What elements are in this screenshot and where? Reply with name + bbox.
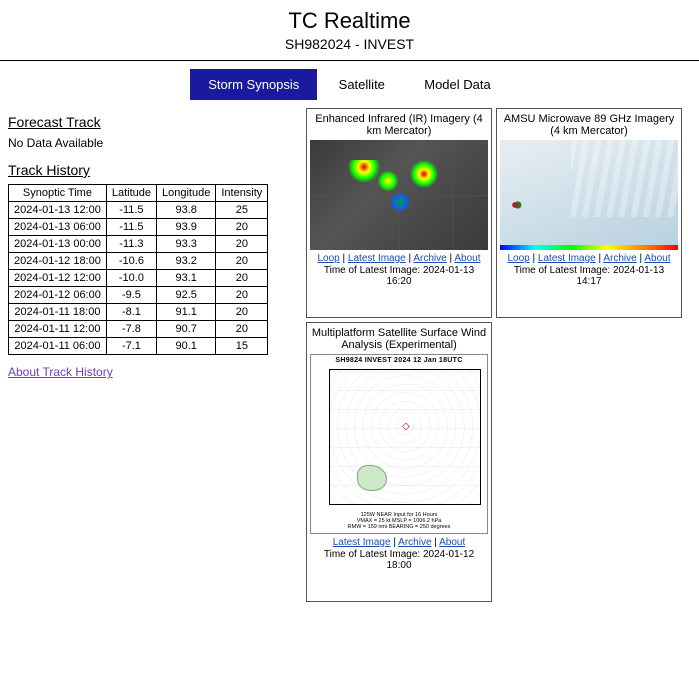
- ir-thumbnail[interactable]: [310, 140, 488, 250]
- table-header-row: Synoptic Time Latitude Longitude Intensi…: [9, 185, 268, 202]
- table-cell: -8.1: [106, 304, 156, 321]
- table-row: 2024-01-12 06:00-9.592.520: [9, 287, 268, 304]
- table-cell: 93.8: [157, 202, 216, 219]
- table-cell: 15: [216, 338, 268, 355]
- wind-thumbnail[interactable]: SH9824 INVEST 2024 12 Jan 18UTC 125W NEA…: [310, 354, 488, 534]
- ir-timestamp: Time of Latest Image: 2024-01-13 16:20: [310, 265, 488, 287]
- table-cell: -11.5: [106, 202, 156, 219]
- header-divider: [0, 60, 699, 61]
- wind-links: Latest Image | Archive | About: [310, 537, 488, 548]
- wind-footer-line3: RMW = 159 nmi BEARING = 250 degrees: [311, 524, 487, 530]
- track-history-table: Synoptic Time Latitude Longitude Intensi…: [8, 184, 268, 355]
- table-cell: 92.5: [157, 287, 216, 304]
- forecast-track-heading: Forecast Track: [8, 114, 298, 130]
- tab-bar: Storm Synopsis Satellite Model Data: [0, 69, 699, 100]
- table-row: 2024-01-12 12:00-10.093.120: [9, 270, 268, 287]
- wind-timestamp: Time of Latest Image: 2024-01-12 18:00: [310, 549, 488, 571]
- col-intensity: Intensity: [216, 185, 268, 202]
- table-cell: -11.3: [106, 236, 156, 253]
- page-title: TC Realtime: [8, 8, 691, 34]
- track-history-heading: Track History: [8, 162, 298, 178]
- table-cell: 2024-01-11 18:00: [9, 304, 107, 321]
- table-cell: -7.1: [106, 338, 156, 355]
- table-cell: 20: [216, 304, 268, 321]
- table-row: 2024-01-12 18:00-10.693.220: [9, 253, 268, 270]
- table-cell: 93.1: [157, 270, 216, 287]
- table-cell: 2024-01-12 06:00: [9, 287, 107, 304]
- table-cell: 2024-01-11 12:00: [9, 321, 107, 338]
- wind-plot-footer: 125W NEAR Input for 16 Hours VMAX = 25 k…: [311, 512, 487, 530]
- wind-landmass: [357, 465, 387, 491]
- panel-ir: Enhanced Infrared (IR) Imagery (4 km Mer…: [306, 108, 492, 318]
- table-cell: 90.7: [157, 321, 216, 338]
- tab-satellite[interactable]: Satellite: [321, 69, 403, 100]
- table-cell: 2024-01-12 18:00: [9, 253, 107, 270]
- wind-about-link[interactable]: About: [439, 537, 465, 548]
- table-cell: 2024-01-12 12:00: [9, 270, 107, 287]
- table-cell: 25: [216, 202, 268, 219]
- amsu-thumbnail[interactable]: [500, 140, 678, 250]
- amsu-timestamp: Time of Latest Image: 2024-01-13 14:17: [500, 265, 678, 287]
- table-cell: 93.2: [157, 253, 216, 270]
- table-row: 2024-01-11 12:00-7.890.720: [9, 321, 268, 338]
- table-cell: 90.1: [157, 338, 216, 355]
- ir-latest-link[interactable]: Latest Image: [348, 253, 406, 264]
- forecast-nodata: No Data Available: [8, 136, 298, 150]
- table-cell: 20: [216, 270, 268, 287]
- ir-loop-link[interactable]: Loop: [318, 253, 340, 264]
- table-cell: 91.1: [157, 304, 216, 321]
- table-cell: 20: [216, 219, 268, 236]
- wind-plot-header: SH9824 INVEST 2024 12 Jan 18UTC: [311, 357, 487, 364]
- table-cell: -9.5: [106, 287, 156, 304]
- wind-archive-link[interactable]: Archive: [398, 537, 431, 548]
- panel-ir-title: Enhanced Infrared (IR) Imagery (4 km Mer…: [310, 112, 488, 138]
- panel-wind-title: Multiplatform Satellite Surface Wind Ana…: [310, 326, 488, 352]
- wind-latest-link[interactable]: Latest Image: [333, 537, 391, 548]
- panel-amsu: AMSU Microwave 89 GHz Imagery (4 km Merc…: [496, 108, 682, 318]
- table-row: 2024-01-11 06:00-7.190.115: [9, 338, 268, 355]
- ir-about-link[interactable]: About: [454, 253, 480, 264]
- table-cell: 20: [216, 287, 268, 304]
- tab-model-data[interactable]: Model Data: [406, 69, 508, 100]
- table-row: 2024-01-13 00:00-11.393.320: [9, 236, 268, 253]
- table-cell: 93.3: [157, 236, 216, 253]
- right-column: Enhanced Infrared (IR) Imagery (4 km Mer…: [306, 108, 686, 602]
- table-cell: -11.5: [106, 219, 156, 236]
- ir-links: Loop | Latest Image | Archive | About: [310, 253, 488, 264]
- table-row: 2024-01-13 06:00-11.593.920: [9, 219, 268, 236]
- amsu-archive-link[interactable]: Archive: [603, 253, 636, 264]
- panel-wind: Multiplatform Satellite Surface Wind Ana…: [306, 322, 492, 602]
- amsu-about-link[interactable]: About: [644, 253, 670, 264]
- table-cell: 20: [216, 236, 268, 253]
- table-cell: -10.0: [106, 270, 156, 287]
- table-row: 2024-01-13 12:00-11.593.825: [9, 202, 268, 219]
- page-subtitle: SH982024 - INVEST: [8, 36, 691, 52]
- table-cell: 93.9: [157, 219, 216, 236]
- table-cell: -7.8: [106, 321, 156, 338]
- amsu-loop-link[interactable]: Loop: [508, 253, 530, 264]
- left-column: Forecast Track No Data Available Track H…: [8, 108, 298, 379]
- table-cell: 2024-01-13 12:00: [9, 202, 107, 219]
- tab-storm-synopsis[interactable]: Storm Synopsis: [190, 69, 317, 100]
- col-longitude: Longitude: [157, 185, 216, 202]
- col-latitude: Latitude: [106, 185, 156, 202]
- table-cell: 20: [216, 321, 268, 338]
- table-cell: -10.6: [106, 253, 156, 270]
- panel-amsu-title: AMSU Microwave 89 GHz Imagery (4 km Merc…: [500, 112, 678, 138]
- table-cell: 2024-01-13 06:00: [9, 219, 107, 236]
- table-cell: 20: [216, 253, 268, 270]
- table-cell: 2024-01-11 06:00: [9, 338, 107, 355]
- table-cell: 2024-01-13 00:00: [9, 236, 107, 253]
- about-track-history-link[interactable]: About Track History: [8, 365, 113, 379]
- amsu-links: Loop | Latest Image | Archive | About: [500, 253, 678, 264]
- ir-archive-link[interactable]: Archive: [413, 253, 446, 264]
- table-row: 2024-01-11 18:00-8.191.120: [9, 304, 268, 321]
- amsu-latest-link[interactable]: Latest Image: [538, 253, 596, 264]
- wind-plot-area: [329, 369, 481, 505]
- col-synoptic-time: Synoptic Time: [9, 185, 107, 202]
